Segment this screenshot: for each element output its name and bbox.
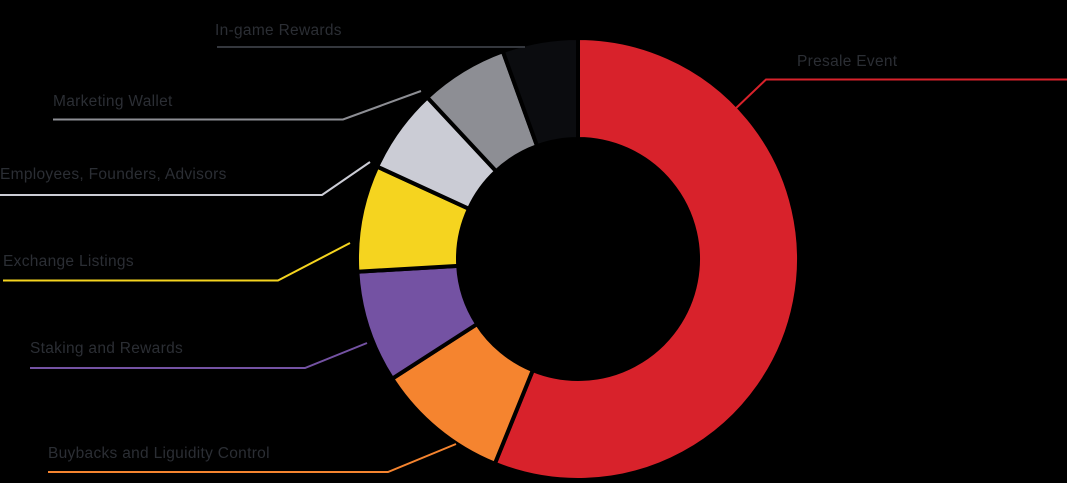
- label-employees-founders-advisors: Employees, Founders, Advisors: [0, 166, 227, 183]
- label-exchange-listings: Exchange Listings: [3, 253, 134, 270]
- segment-in-game-rewards: [500, 35, 580, 149]
- label-in-game-rewards: In-game Rewards: [215, 22, 342, 39]
- leader-line-marketing-wallet: [53, 90, 422, 121]
- leader-line-staking-and-rewards: [30, 342, 368, 369]
- label-marketing-wallet: Marketing Wallet: [53, 93, 173, 110]
- label-presale-event: Presale Event: [797, 53, 898, 70]
- leader-line-employees-founders-advisors: [0, 161, 371, 196]
- leader-line-buybacks-and-liguidity-control: [48, 443, 457, 473]
- leader-line-presale-event: [732, 78, 1067, 112]
- segment-presale-event: [492, 35, 802, 482]
- label-staking-and-rewards: Staking and Rewards: [30, 340, 184, 357]
- leader-line-exchange-listings: [3, 242, 351, 282]
- label-buybacks-and-liguidity-control: Buybacks and Liguidity Control: [48, 445, 270, 462]
